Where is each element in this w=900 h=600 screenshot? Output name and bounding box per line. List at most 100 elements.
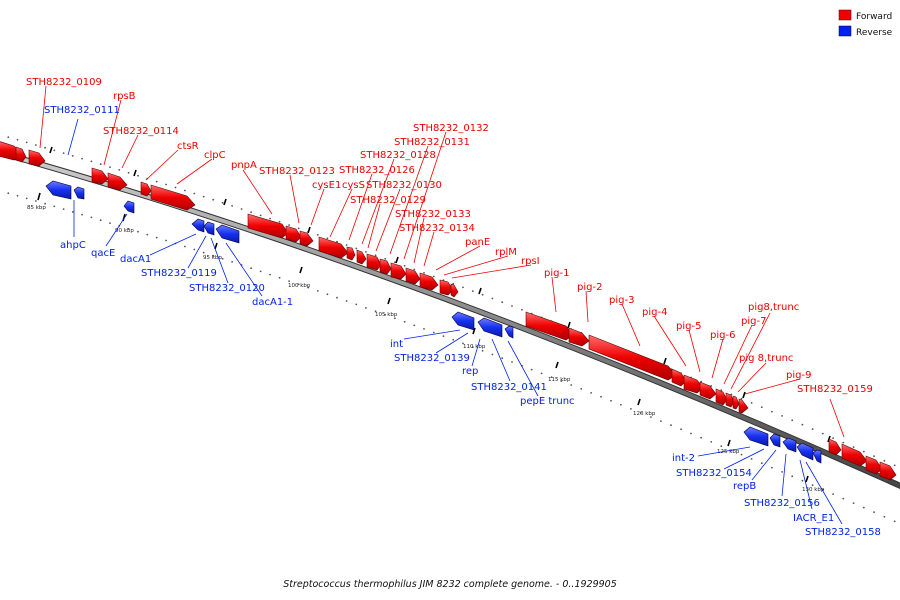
gene-label-forward[interactable]: STH8232_0131 [394, 137, 470, 148]
gene-reverse[interactable] [812, 449, 822, 464]
gene-label-forward[interactable]: STH8232_0134 [399, 223, 475, 234]
gene-label-forward[interactable]: pnpA [231, 160, 257, 171]
gene-label-forward[interactable]: pig8,trunc [748, 302, 799, 313]
gene-label-reverse[interactable]: IACR_E1 [793, 513, 834, 524]
gene-label-forward[interactable]: pig-4 [642, 307, 667, 318]
gene-label-forward[interactable]: STH8232_0109 [26, 77, 102, 88]
gene-forward[interactable] [356, 249, 367, 265]
gene-label-forward[interactable]: rpsB [113, 91, 136, 102]
gene-reverse[interactable] [769, 433, 781, 448]
gene-label-reverse[interactable]: dacA1-1 [252, 297, 293, 308]
gene-label-reverse[interactable]: STH8232_0158 [805, 527, 881, 538]
gene-label-reverse[interactable]: STH8232_0111 [44, 105, 120, 116]
gene-reverse[interactable] [504, 325, 514, 339]
gene-label-reverse[interactable]: ahpC [60, 240, 86, 251]
gene-forward[interactable] [140, 181, 152, 197]
gene-label-reverse[interactable]: STH8232_0154 [676, 468, 752, 479]
scale-dot [384, 257, 387, 260]
gene-forward[interactable] [439, 279, 454, 296]
gene-label-forward[interactable]: pig-5 [676, 321, 701, 332]
gene-forward[interactable] [419, 272, 439, 291]
gene-forward[interactable] [299, 230, 314, 247]
gene-forward[interactable] [715, 388, 728, 406]
gene-label-forward[interactable]: STH8232_0133 [395, 209, 471, 220]
gene-forward[interactable] [865, 455, 883, 475]
gene-label-reverse[interactable]: STH8232_0139 [394, 353, 470, 364]
gene-forward[interactable] [366, 253, 382, 271]
gene-forward[interactable] [450, 283, 459, 298]
gene-label-forward[interactable]: pig-1 [544, 268, 569, 279]
gene-reverse[interactable] [45, 180, 72, 200]
gene-forward[interactable] [405, 267, 421, 285]
gene-label-forward[interactable]: rpsI [521, 256, 540, 267]
gene-label-forward[interactable]: STH8232_0126 [339, 165, 415, 176]
gene-label-forward[interactable]: STH8232_0123 [259, 166, 335, 177]
gene-label-forward[interactable]: pig-7 [741, 316, 766, 327]
gene-forward[interactable] [568, 327, 590, 347]
gene-label-reverse[interactable]: qacE [91, 248, 115, 259]
gene-label-forward[interactable]: STH8232_0128 [360, 150, 436, 161]
gene-label-forward[interactable]: STH8232_0129 [350, 195, 426, 206]
gene-forward[interactable] [318, 236, 349, 259]
forward-labels: STH8232_0109 rpsB STH8232_0114 ctsR clpC… [26, 77, 873, 395]
gene-forward[interactable] [390, 262, 407, 280]
gene-label-forward[interactable]: STH8232_0159 [797, 384, 873, 395]
gene-label-reverse[interactable]: STH8232_0120 [189, 283, 265, 294]
gene-forward[interactable] [671, 368, 687, 387]
gene-forward[interactable] [725, 392, 735, 408]
gene-forward[interactable] [107, 172, 128, 191]
gene-label-reverse[interactable]: pepE trunc [520, 396, 575, 407]
gene-reverse[interactable] [743, 426, 769, 447]
leader-line [653, 315, 687, 367]
gene-label-reverse[interactable]: STH8232_0156 [744, 498, 820, 509]
gene-label-forward[interactable]: pig-2 [577, 282, 602, 293]
gene-label-reverse[interactable]: dacA1 [120, 254, 151, 265]
gene-label-reverse[interactable]: STH8232_0119 [141, 268, 217, 279]
leader-line [723, 448, 765, 470]
gene-forward[interactable] [150, 184, 196, 211]
gene-label-forward[interactable]: cysS [342, 180, 365, 191]
gene-reverse[interactable] [782, 437, 797, 453]
gene-label-forward[interactable]: cysE1 [312, 180, 341, 191]
tick-label: 100 kbp [288, 283, 311, 289]
gene-forward[interactable] [828, 438, 842, 456]
gene-forward[interactable] [346, 246, 356, 261]
gene-label-forward[interactable]: pig-3 [609, 295, 634, 306]
gene-forward[interactable] [91, 167, 109, 185]
gene-label-reverse[interactable]: rep [462, 366, 478, 377]
scale-dot [580, 388, 583, 390]
gene-label-forward[interactable]: rplM [495, 247, 517, 258]
gene-forward[interactable] [841, 443, 868, 467]
gene-reverse[interactable] [215, 224, 240, 244]
gene-reverse[interactable] [451, 311, 475, 331]
gene-label-reverse[interactable]: repB [733, 481, 756, 492]
gene-label-forward[interactable]: pig-9 [786, 370, 811, 381]
gene-reverse[interactable] [477, 317, 503, 338]
leader-line [799, 459, 813, 510]
gene-forward[interactable] [699, 381, 717, 400]
gene-label-forward[interactable]: STH8232_0132 [413, 123, 489, 134]
gene-forward[interactable] [28, 149, 46, 167]
gene-label-forward[interactable]: STH8232_0130 [366, 180, 442, 191]
gene-label-forward[interactable]: panE [465, 237, 490, 248]
gene-reverse[interactable] [73, 186, 85, 200]
gene-forward[interactable] [247, 213, 289, 239]
gene-reverse[interactable] [796, 442, 814, 461]
gene-label-forward[interactable]: pig-6 [710, 330, 735, 341]
gene-forward[interactable] [738, 398, 749, 414]
gene-forward[interactable] [379, 258, 392, 275]
gene-label-reverse[interactable]: STH8232_0141 [471, 382, 547, 393]
gene-forward[interactable] [732, 395, 740, 410]
gene-label-forward[interactable]: clpC [204, 150, 226, 161]
gene-label-forward[interactable]: pig 8,trunc [739, 353, 793, 364]
gene-reverse[interactable] [203, 221, 215, 236]
gene-label-forward[interactable]: STH8232_0114 [103, 126, 179, 137]
gene-forward[interactable] [15, 146, 27, 163]
gene-label-reverse[interactable]: int [390, 339, 403, 350]
gene-forward[interactable] [879, 461, 897, 481]
gene-reverse[interactable] [191, 218, 205, 233]
gene-label-reverse[interactable]: int-2 [672, 453, 695, 464]
gene-forward[interactable] [285, 225, 302, 243]
gene-label-forward[interactable]: ctsR [177, 141, 199, 152]
gene-reverse[interactable] [123, 200, 135, 214]
